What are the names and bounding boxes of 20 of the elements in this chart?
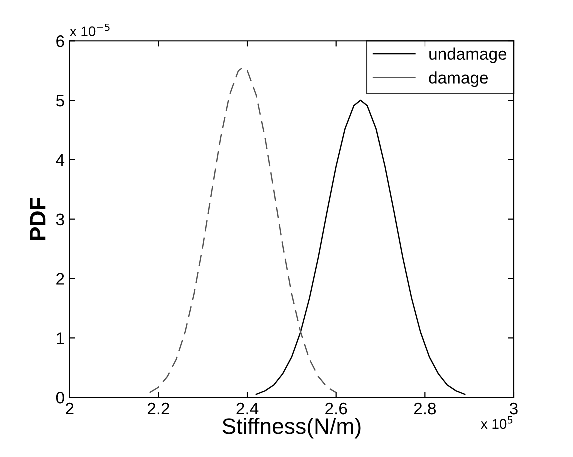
x-tick-label: 2 <box>66 402 74 415</box>
y-tick-label: 5 <box>56 95 64 107</box>
y-tick-label: 4 <box>56 154 65 166</box>
legend-label: undamage <box>430 48 507 64</box>
y-tick-label: 0 <box>56 392 64 404</box>
y-tick-label: 2 <box>56 273 64 285</box>
x-tick-label: 2.2 <box>148 402 170 415</box>
x-axis-title: Stiffness(N/m) <box>222 418 361 439</box>
y-tick-label: 3 <box>56 214 64 226</box>
x-tick-label: 3 <box>510 402 518 415</box>
line-series <box>149 67 337 394</box>
text: x 10$^{−5}$ <box>70 24 110 37</box>
y-tick-label: 1 <box>57 332 64 344</box>
x-tick-label: 2.4 <box>236 402 259 415</box>
y-axis-title: PDF <box>30 198 46 240</box>
text: x 10$^{5}$ <box>481 416 513 430</box>
y-tick-label: 6 <box>56 36 64 48</box>
legend-label: damage <box>429 72 488 88</box>
x-tick-label: 2.6 <box>326 402 348 415</box>
x-tick-label: 2.8 <box>414 402 436 415</box>
